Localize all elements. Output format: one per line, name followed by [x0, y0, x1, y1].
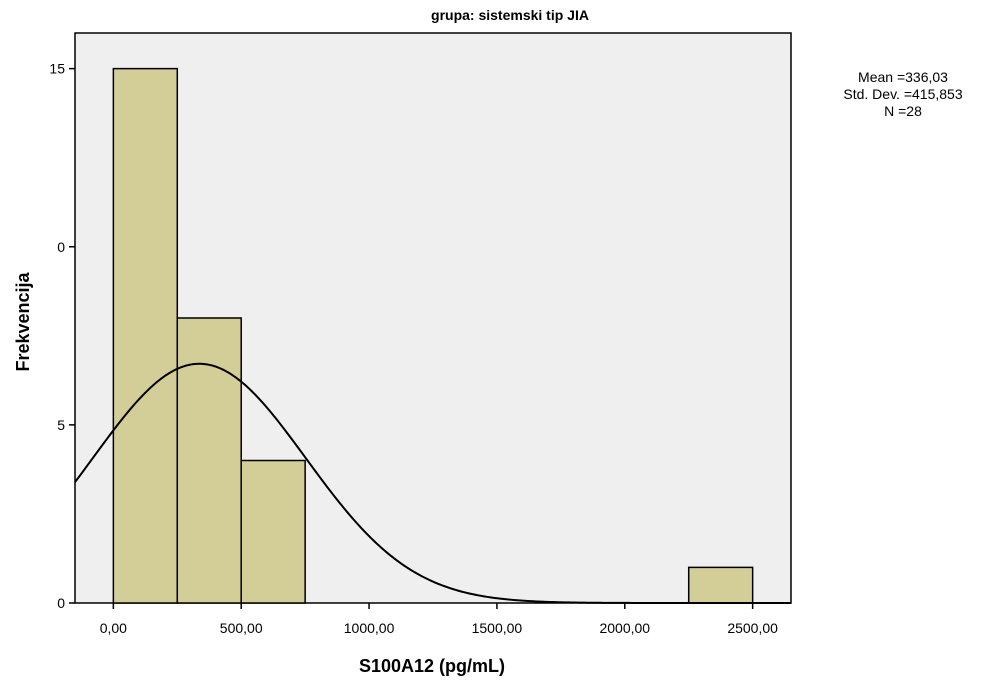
y-tick-label: 5	[57, 417, 65, 433]
bar-1	[176, 317, 242, 604]
x-axis-title: S100A12 (pg/mL)	[359, 656, 505, 676]
stats-std-dev: Std. Dev. =415,853	[843, 86, 962, 102]
chart-title: grupa: sistemski tip JIA	[431, 7, 589, 23]
x-tick-label: 1000,00	[344, 620, 395, 636]
normal-curve	[74, 362, 791, 604]
x-tick-label: 2000,00	[599, 620, 650, 636]
stats-mean: Mean =336,03	[858, 69, 948, 85]
x-tick-label: 500,00	[220, 620, 263, 636]
x-axis: 0,00 500,00 1000,00 1500,00 2000,00 2500,00	[100, 603, 778, 636]
x-tick-label: 0,00	[100, 620, 127, 636]
x-tick-label: 1500,00	[472, 620, 523, 636]
x-tick-label: 2500,00	[727, 620, 778, 636]
y-tick-label: 0	[57, 239, 65, 255]
y-tick-label: 0	[57, 595, 65, 611]
bar-0	[112, 67, 179, 604]
histogram-bars	[112, 67, 754, 604]
bar-2	[240, 459, 306, 604]
stats-n: N =28	[884, 103, 922, 119]
y-axis: 0 5 0 15	[49, 61, 75, 611]
y-axis-title: Frekvencija	[13, 271, 33, 371]
bar-3	[687, 566, 754, 604]
y-tick-label: 15	[49, 61, 65, 77]
stats-box: Mean =336,03 Std. Dev. =415,853 N =28	[843, 69, 962, 119]
